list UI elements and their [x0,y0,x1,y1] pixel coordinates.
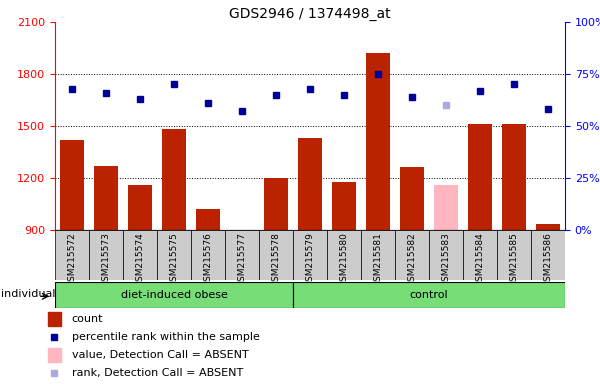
Text: individual: individual [1,289,56,299]
Bar [395,230,429,280]
Bar [264,178,288,230]
Bar [298,138,322,230]
Bar [48,312,61,326]
Text: GSM215582: GSM215582 [407,232,416,287]
Bar [429,230,463,280]
Text: GSM215577: GSM215577 [238,232,247,287]
Text: GSM215584: GSM215584 [476,232,485,287]
Bar [157,230,191,280]
Text: GSM215581: GSM215581 [373,232,383,287]
Title: GDS2946 / 1374498_at: GDS2946 / 1374498_at [229,7,391,21]
Text: GSM215576: GSM215576 [203,232,212,287]
Text: GSM215575: GSM215575 [170,232,179,287]
Bar [94,166,118,230]
Bar [225,230,259,280]
Bar [55,282,293,308]
Bar [55,230,89,280]
Bar [89,230,123,280]
Bar [162,129,186,230]
Bar [366,53,390,230]
Text: GSM215585: GSM215585 [509,232,518,287]
Bar [191,230,225,280]
Bar [293,282,565,308]
Bar [463,230,497,280]
Bar [60,140,84,230]
Text: value, Detection Call = ABSENT: value, Detection Call = ABSENT [72,350,248,360]
Bar [259,230,293,280]
Bar [536,224,560,230]
Text: percentile rank within the sample: percentile rank within the sample [72,332,260,342]
Text: diet-induced obese: diet-induced obese [121,290,227,300]
Text: GSM215578: GSM215578 [271,232,281,287]
Text: rank, Detection Call = ABSENT: rank, Detection Call = ABSENT [72,368,243,378]
Bar [332,182,356,230]
Bar [497,230,531,280]
Bar [400,167,424,230]
Bar [327,230,361,280]
Bar [434,185,458,230]
Text: control: control [410,290,448,300]
Bar [123,230,157,280]
Bar [230,230,254,235]
Text: GSM215580: GSM215580 [340,232,349,287]
Bar [48,348,61,362]
Bar [361,230,395,280]
Text: GSM215574: GSM215574 [136,232,145,287]
Bar [128,185,152,230]
Bar [531,230,565,280]
Text: count: count [72,314,103,324]
Text: GSM215586: GSM215586 [544,232,553,287]
Text: GSM215573: GSM215573 [101,232,110,287]
Bar [293,230,327,280]
Bar [468,124,492,230]
Text: GSM215572: GSM215572 [67,232,77,287]
Text: GSM215583: GSM215583 [442,232,451,287]
Text: GSM215579: GSM215579 [305,232,314,287]
Bar [196,209,220,230]
Bar [502,124,526,230]
